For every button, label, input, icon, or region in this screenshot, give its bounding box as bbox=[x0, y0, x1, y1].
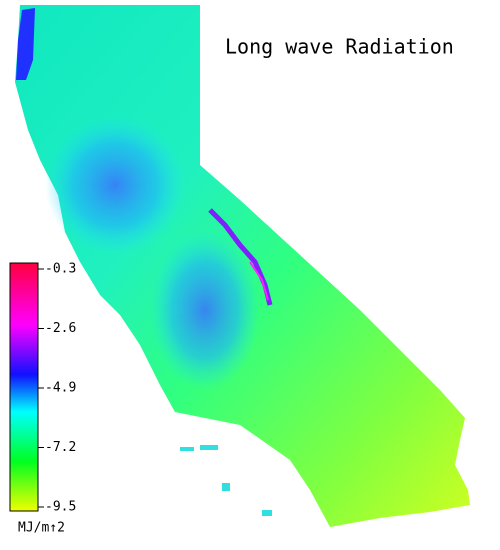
colorbar-unit: MJ/m↑2 bbox=[18, 521, 65, 536]
colorbar-tick-label: -2.6 bbox=[45, 321, 76, 336]
colorbar bbox=[9, 262, 39, 512]
sierra-peaks bbox=[249, 261, 269, 301]
coast-strip bbox=[16, 8, 35, 80]
colorbar-tick-label: -9.5 bbox=[45, 500, 76, 515]
cool-region bbox=[45, 115, 185, 255]
colorbar-tick-label: -0.3 bbox=[45, 262, 76, 277]
sierra-peaks bbox=[208, 208, 273, 306]
map-title: Long wave Radiation bbox=[225, 35, 454, 59]
cool-region bbox=[150, 230, 260, 390]
colorbar-tick-label: -4.9 bbox=[45, 381, 76, 396]
colorbar-tick-label: -7.2 bbox=[45, 440, 76, 455]
islands bbox=[180, 445, 272, 516]
